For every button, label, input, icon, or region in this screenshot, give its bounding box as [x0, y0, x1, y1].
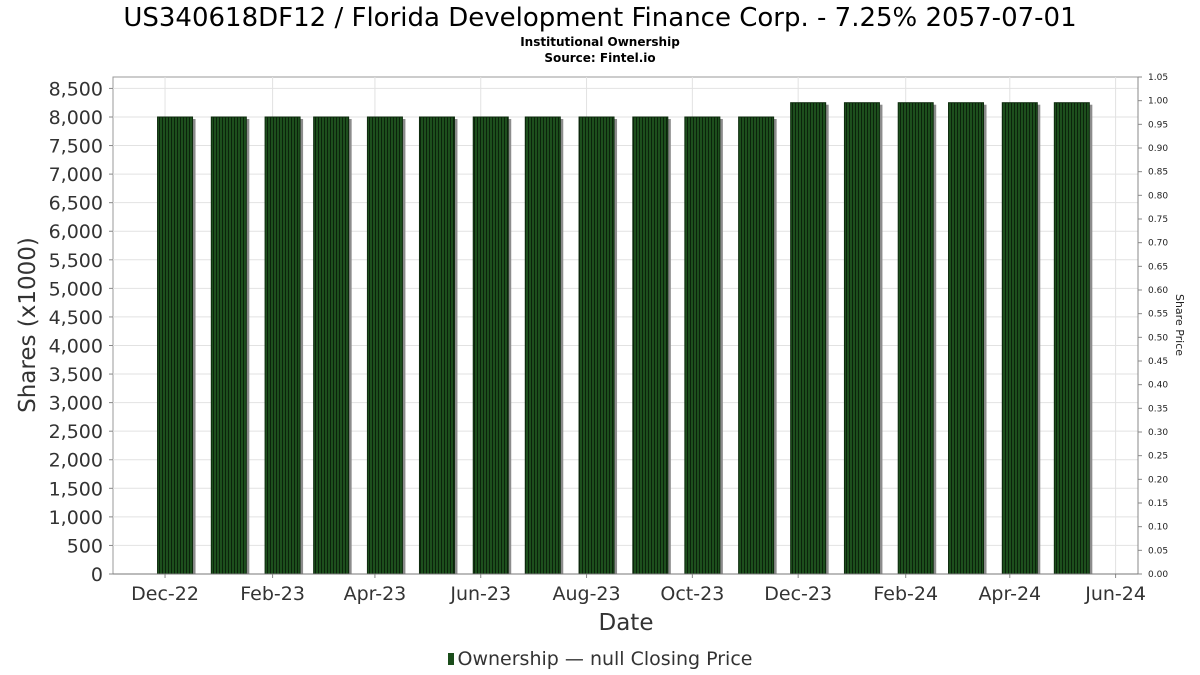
y-tick-label: 3,000 [49, 393, 103, 415]
y2-tick-label: 0.90 [1148, 144, 1168, 154]
y-tick-label: 4,000 [49, 335, 103, 357]
chart-subtitle: Institutional Ownership [520, 35, 680, 49]
y2-tick-label: 0.80 [1148, 191, 1168, 201]
ownership-bar [684, 116, 721, 575]
y2-tick-label: 0.15 [1148, 499, 1168, 509]
ownership-bar [843, 102, 880, 575]
x-tick-label: Dec-23 [764, 583, 832, 605]
y2-tick-label: 0.20 [1148, 475, 1168, 485]
y-tick-label: 7,500 [49, 136, 103, 158]
x-tick-label: Aug-23 [552, 583, 620, 605]
y-axis-label: Shares (x1000) [15, 237, 41, 413]
x-axis-label: Date [599, 610, 654, 636]
y-tick-label: 6,500 [49, 193, 103, 215]
y2-tick-label: 0.40 [1148, 381, 1168, 391]
ownership-legend-label: Ownership [457, 648, 559, 670]
ownership-bar [210, 116, 247, 575]
chart-source: Source: Fintel.io [544, 51, 656, 65]
ownership-bar [738, 116, 775, 575]
x-tick-label: Oct-23 [660, 583, 724, 605]
y2-tick-label: 0.30 [1148, 428, 1168, 438]
x-tick-label: Feb-23 [240, 583, 305, 605]
y-tick-label: 3,500 [49, 364, 103, 386]
y-tick-label: 4,500 [49, 307, 103, 329]
ownership-bar [418, 116, 455, 575]
y-tick-label: 6,000 [49, 221, 103, 243]
ownership-bar [313, 116, 350, 575]
y2-tick-label: 0.75 [1148, 215, 1168, 225]
ownership-legend-swatch [447, 653, 454, 665]
y2-tick-label: 0.00 [1148, 570, 1168, 580]
ownership-bar [632, 116, 669, 575]
y2-tick-label: 0.50 [1148, 333, 1168, 343]
y2-tick-label: 0.70 [1148, 239, 1168, 249]
y2-tick-label: 0.45 [1148, 357, 1168, 367]
ownership-bar [366, 116, 403, 575]
ownership-bar [524, 116, 561, 575]
y-tick-label: 1,000 [49, 507, 103, 529]
y2-axis-label: Share Price [1173, 294, 1186, 356]
y2-tick-label: 0.85 [1148, 168, 1168, 178]
y2-tick-label: 0.55 [1148, 310, 1168, 320]
x-tick-label: Jun-24 [1084, 583, 1146, 605]
x-tick-label: Dec-22 [131, 583, 199, 605]
x-tick-label: Feb-24 [873, 583, 938, 605]
x-tick-label: Jun-23 [449, 583, 511, 605]
y2-tick-label: 1.05 [1148, 73, 1168, 83]
chart-title: US340618DF12 / Florida Development Finan… [123, 3, 1077, 33]
ownership-bar [897, 102, 934, 575]
y-tick-label: 8,000 [49, 107, 103, 129]
y-tick-label: 1,500 [49, 478, 103, 500]
ownership-bar [1053, 102, 1090, 575]
y2-tick-label: 0.10 [1148, 523, 1168, 533]
y-tick-label: 0 [91, 564, 103, 586]
ownership-bar [578, 116, 615, 575]
y2-tick-label: 0.65 [1148, 262, 1168, 272]
x-tick-label: Apr-24 [978, 583, 1041, 605]
y-tick-label: 500 [67, 535, 103, 557]
y2-tick-label: 0.05 [1148, 546, 1168, 556]
ownership-bar [472, 116, 509, 575]
ownership-bar [264, 116, 301, 575]
price-legend-line-icon: — [564, 648, 584, 670]
y-tick-label: 5,500 [49, 250, 103, 272]
ownership-bar [790, 102, 827, 575]
y2-tick-label: 1.00 [1148, 97, 1168, 107]
price-legend-label: null Closing Price [589, 648, 753, 670]
y2-tick-label: 0.60 [1148, 286, 1168, 296]
chart-legend: Ownership — null Closing Price [0, 647, 1200, 671]
x-tick-label: Apr-23 [344, 583, 407, 605]
y2-tick-label: 0.35 [1148, 404, 1168, 414]
y-tick-label: 7,000 [49, 164, 103, 186]
y-tick-label: 2,000 [49, 450, 103, 472]
y2-tick-label: 0.25 [1148, 452, 1168, 462]
y-tick-label: 5,000 [49, 278, 103, 300]
y-tick-label: 2,500 [49, 421, 103, 443]
y2-tick-label: 0.95 [1148, 120, 1168, 130]
ownership-bar [157, 116, 194, 575]
ownership-bar [1001, 102, 1038, 575]
ownership-bar [948, 102, 985, 575]
y-tick-label: 8,500 [49, 78, 103, 100]
